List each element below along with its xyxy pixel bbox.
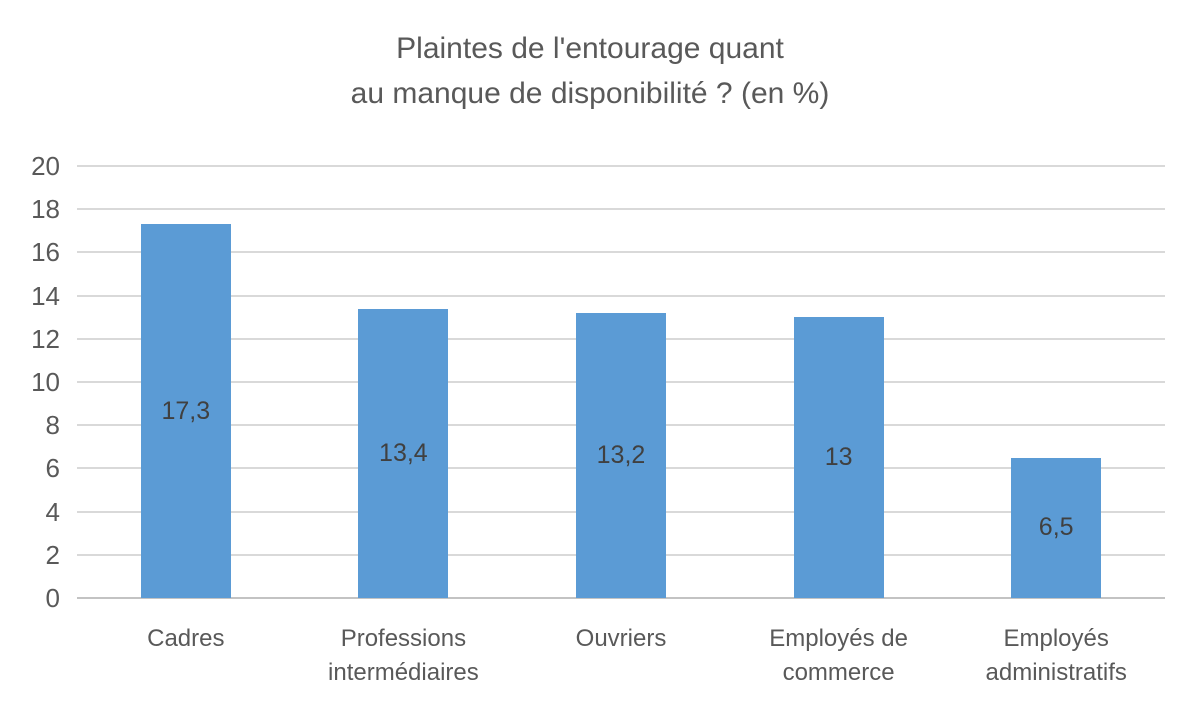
- x-axis-category-label-cadres: Cadres: [147, 625, 225, 652]
- chart-title-line-2: au manque de disponibilité ? (en %): [350, 77, 830, 110]
- plot-area: 17,3 13,4 13,2 13 6,5: [77, 165, 1165, 599]
- x-axis-category-label-employes-administratifs: Employés administratifs: [985, 625, 1127, 686]
- bar-employes-de-commerce: 13: [793, 317, 884, 598]
- x-axis-category-label-ouvriers: Ouvriers: [575, 625, 667, 652]
- gridline-20: [77, 165, 1165, 167]
- x-axis-line: [77, 597, 1165, 599]
- y-axis-tick-label-6: 6: [45, 453, 60, 484]
- y-axis-tick-label-18: 18: [31, 194, 60, 225]
- x-axis-category-label-professions-intermediaires: Professions intermédiaires: [328, 625, 479, 686]
- bar-value-label-cadres: 17,3: [161, 396, 211, 425]
- bar-value-label-ouvriers: 13,2: [596, 440, 646, 469]
- bar-cadres: 17,3: [140, 224, 231, 598]
- gridline-16: [77, 251, 1165, 254]
- bar-value-label-professions-intermediaires: 13,4: [379, 438, 428, 467]
- y-axis-tick-label-12: 12: [31, 323, 60, 354]
- gridline-18: [77, 208, 1165, 211]
- bar-ouvriers: 13,2: [576, 312, 666, 598]
- bar-value-label-employes-de-commerce: 13: [824, 443, 853, 472]
- bar-employes-administratifs: 6,5: [1011, 457, 1102, 598]
- y-axis-tick-label-4: 4: [45, 496, 60, 527]
- y-axis-tick-label-20: 20: [31, 151, 60, 181]
- y-axis-tick-label-10: 10: [31, 367, 60, 397]
- y-axis-tick-label-8: 8: [45, 410, 60, 441]
- y-axis-tick-label-2: 2: [45, 539, 60, 570]
- gridline-14: [77, 294, 1165, 297]
- bar-value-label-employes-administratifs: 6,5: [1038, 513, 1074, 542]
- bar-professions-intermediaires: 13,4: [358, 308, 449, 598]
- chart-title-line-1: Plaintes de l'entourage quant: [396, 32, 784, 65]
- y-axis-tick-label-16: 16: [31, 237, 60, 268]
- chart-title: Plaintes de l'entourage quant au manque …: [0, 26, 1180, 116]
- x-axis-category-label-employes-de-commerce: Employés de commerce: [769, 625, 908, 686]
- y-axis-tick-label-0: 0: [45, 583, 60, 613]
- y-axis-tick-label-14: 14: [31, 280, 60, 311]
